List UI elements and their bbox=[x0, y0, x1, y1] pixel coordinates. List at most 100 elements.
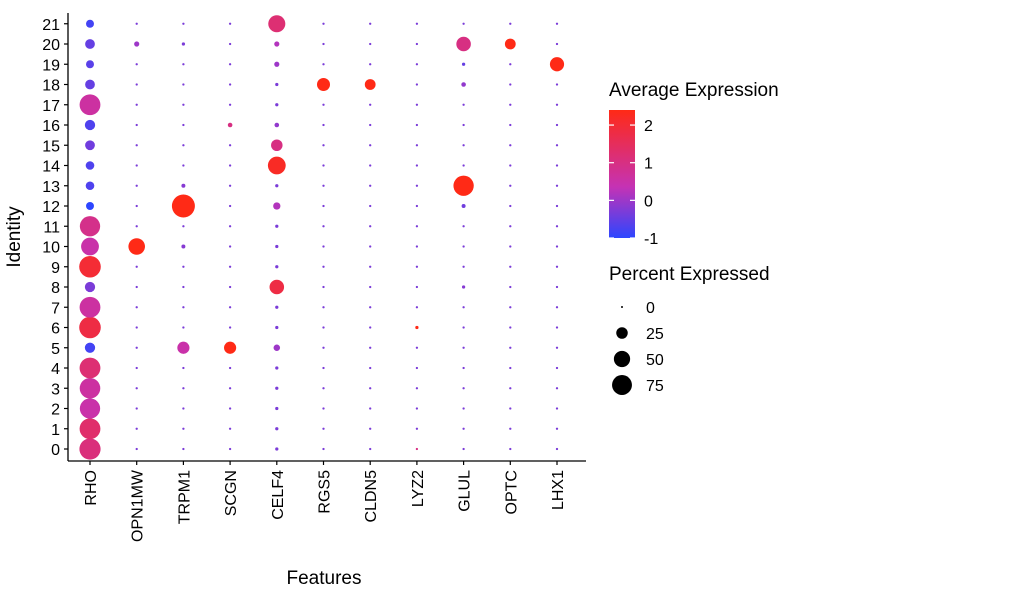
y-axis-title: Identity bbox=[4, 206, 25, 268]
dot-glul-7 bbox=[462, 306, 465, 309]
dot-celf4-12 bbox=[273, 202, 281, 210]
dot-cldn5-9 bbox=[369, 265, 372, 268]
dot-rho-19 bbox=[86, 60, 94, 69]
dot-lyz2-15 bbox=[415, 144, 419, 147]
dot-lyz2-21 bbox=[415, 22, 419, 25]
dot-rho-6 bbox=[79, 316, 101, 339]
dot-trpm1-12 bbox=[171, 194, 195, 218]
dot-rgs5-6 bbox=[322, 326, 325, 329]
x-tick-label: SCGN bbox=[223, 470, 240, 516]
dot-rgs5-7 bbox=[322, 306, 325, 309]
dot-lyz2-3 bbox=[415, 387, 419, 390]
dot-scgn-14 bbox=[228, 164, 232, 167]
dot-lhx1-17 bbox=[555, 103, 559, 106]
y-tick-label: 13 bbox=[42, 179, 60, 196]
dot-lyz2-9 bbox=[415, 265, 419, 268]
dot-opn1mw-0 bbox=[135, 447, 138, 451]
y-tick-label: 19 bbox=[42, 57, 60, 74]
dot-optc-3 bbox=[509, 387, 512, 390]
dot-rho-14 bbox=[85, 161, 95, 170]
dot-scgn-1 bbox=[228, 427, 232, 430]
dot-glul-12 bbox=[461, 204, 466, 208]
dot-lyz2-5 bbox=[415, 346, 419, 349]
dot-trpm1-18 bbox=[182, 83, 185, 86]
y-tick-label: 18 bbox=[42, 78, 60, 95]
dot-trpm1-8 bbox=[182, 285, 185, 289]
dot-trpm1-15 bbox=[182, 144, 185, 147]
dot-lhx1-4 bbox=[555, 366, 559, 370]
dot-lyz2-0 bbox=[415, 447, 419, 451]
dot-rho-9 bbox=[79, 255, 101, 278]
dot-cldn5-15 bbox=[369, 144, 372, 147]
dot-cldn5-12 bbox=[369, 204, 372, 208]
dot-glul-11 bbox=[462, 225, 465, 228]
dot-optc-10 bbox=[509, 245, 512, 248]
dot-trpm1-16 bbox=[182, 123, 185, 127]
dot-celf4-20 bbox=[274, 41, 280, 47]
dot-celf4-0 bbox=[275, 447, 279, 451]
dot-trpm1-13 bbox=[181, 183, 186, 188]
dot-cldn5-8 bbox=[369, 285, 372, 289]
dot-scgn-19 bbox=[228, 63, 232, 66]
y-tick-label: 14 bbox=[42, 159, 60, 176]
dot-rgs5-20 bbox=[322, 42, 325, 46]
dot-glul-20 bbox=[456, 36, 471, 52]
dot-lhx1-12 bbox=[555, 204, 559, 208]
dot-optc-15 bbox=[509, 144, 512, 147]
dot-cldn5-17 bbox=[369, 103, 372, 106]
dot-cldn5-6 bbox=[369, 326, 372, 329]
dot-lyz2-16 bbox=[415, 123, 419, 127]
dot-rgs5-2 bbox=[322, 407, 325, 410]
dot-opn1mw-21 bbox=[135, 22, 138, 25]
size-legend-dot bbox=[612, 375, 632, 395]
dot-trpm1-17 bbox=[182, 103, 185, 106]
x-tick-label: LHX1 bbox=[550, 470, 567, 510]
dot-cldn5-1 bbox=[369, 427, 372, 430]
x-axis-title: Features bbox=[287, 568, 362, 589]
dot-rgs5-14 bbox=[322, 164, 325, 167]
size-legend-title: Percent Expressed bbox=[609, 264, 770, 285]
dot-scgn-9 bbox=[228, 265, 232, 268]
dot-cldn5-18 bbox=[364, 79, 376, 90]
dot-scgn-17 bbox=[228, 103, 232, 106]
size-legend-dot bbox=[616, 327, 628, 339]
size-legend-dot bbox=[613, 350, 631, 368]
dot-lhx1-2 bbox=[555, 407, 559, 410]
dot-rgs5-3 bbox=[322, 387, 325, 390]
dot-opn1mw-1 bbox=[135, 427, 138, 430]
dot-trpm1-1 bbox=[182, 427, 185, 430]
dot-scgn-20 bbox=[228, 42, 232, 46]
dots-layer bbox=[79, 15, 565, 460]
dot-opn1mw-8 bbox=[135, 285, 138, 289]
dot-trpm1-7 bbox=[182, 306, 185, 309]
dot-scgn-21 bbox=[228, 22, 232, 25]
dot-opn1mw-20 bbox=[134, 41, 140, 47]
y-tick-label: 11 bbox=[43, 219, 60, 236]
dot-lyz2-4 bbox=[415, 366, 419, 370]
size-legend-items: 0 25 50 75 bbox=[612, 300, 664, 395]
dot-trpm1-6 bbox=[182, 326, 185, 329]
dot-lyz2-1 bbox=[415, 427, 419, 430]
size-legend-label: 25 bbox=[646, 326, 664, 343]
dot-rgs5-21 bbox=[322, 22, 325, 25]
dot-trpm1-11 bbox=[182, 225, 185, 228]
size-legend-dot bbox=[621, 306, 623, 308]
dot-rho-4 bbox=[79, 357, 101, 379]
dot-scgn-5 bbox=[224, 341, 237, 354]
dot-trpm1-2 bbox=[182, 407, 185, 410]
dot-lhx1-10 bbox=[555, 245, 559, 248]
size-legend-label: 50 bbox=[646, 352, 664, 369]
dot-celf4-11 bbox=[275, 224, 279, 228]
dot-rho-3 bbox=[79, 377, 101, 399]
dot-optc-18 bbox=[509, 83, 512, 86]
dot-trpm1-5 bbox=[177, 341, 190, 354]
y-tick-label: 1 bbox=[51, 422, 60, 439]
dot-opn1mw-12 bbox=[135, 204, 138, 208]
dot-rgs5-4 bbox=[322, 366, 325, 370]
dot-optc-9 bbox=[509, 265, 512, 268]
dot-lyz2-11 bbox=[415, 225, 419, 228]
dot-lhx1-3 bbox=[555, 387, 559, 390]
dot-glul-1 bbox=[462, 427, 465, 430]
dot-glul-21 bbox=[462, 22, 465, 25]
